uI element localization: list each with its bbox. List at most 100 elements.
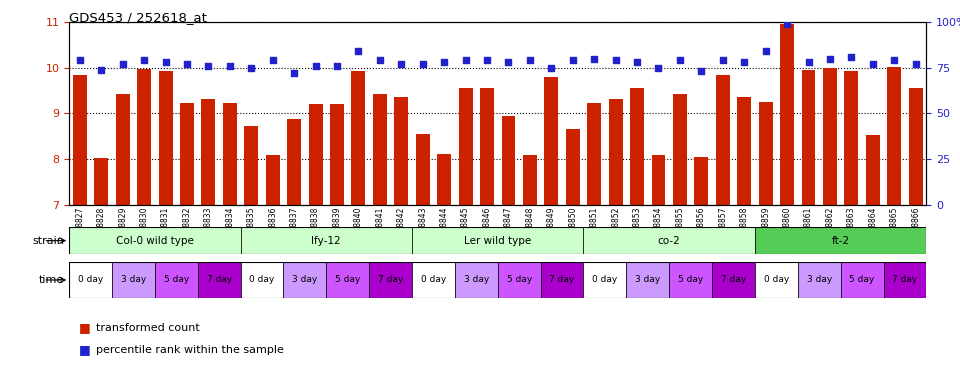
Point bbox=[286, 70, 301, 76]
Point bbox=[479, 57, 494, 63]
Point bbox=[415, 61, 430, 67]
Bar bbox=[241, 227, 412, 254]
Point bbox=[350, 48, 366, 54]
Bar bbox=[180, 103, 194, 205]
Bar bbox=[909, 88, 923, 205]
Text: ft-2: ft-2 bbox=[831, 236, 850, 246]
Bar bbox=[395, 97, 408, 205]
Bar bbox=[716, 75, 730, 205]
Bar bbox=[669, 262, 712, 298]
Text: 3 day: 3 day bbox=[292, 276, 318, 284]
Point bbox=[222, 63, 237, 69]
Bar bbox=[69, 227, 241, 254]
Bar bbox=[780, 24, 794, 205]
Bar bbox=[523, 155, 537, 205]
Point bbox=[308, 63, 324, 69]
Point bbox=[458, 57, 473, 63]
Text: 7 day: 7 day bbox=[378, 276, 403, 284]
Bar bbox=[241, 262, 283, 298]
Bar bbox=[223, 103, 237, 205]
Bar bbox=[94, 158, 108, 205]
Bar bbox=[737, 97, 751, 205]
Bar bbox=[266, 155, 279, 205]
Text: 0 day: 0 day bbox=[592, 276, 617, 284]
Point bbox=[908, 61, 924, 67]
Bar bbox=[459, 88, 472, 205]
Bar bbox=[887, 67, 901, 205]
Bar bbox=[202, 99, 215, 205]
Bar bbox=[480, 88, 494, 205]
Bar bbox=[498, 262, 540, 298]
Point bbox=[93, 67, 108, 72]
Bar bbox=[155, 262, 198, 298]
Text: co-2: co-2 bbox=[658, 236, 681, 246]
Text: 5 day: 5 day bbox=[850, 276, 875, 284]
Point bbox=[758, 48, 774, 54]
Point bbox=[501, 59, 516, 65]
Bar bbox=[283, 262, 326, 298]
Point bbox=[115, 61, 131, 67]
Text: 0 day: 0 day bbox=[420, 276, 446, 284]
Text: GDS453 / 252618_at: GDS453 / 252618_at bbox=[69, 11, 207, 24]
Text: 7 day: 7 day bbox=[893, 276, 918, 284]
Bar bbox=[544, 77, 559, 205]
Bar bbox=[112, 262, 155, 298]
Bar bbox=[540, 262, 584, 298]
Point bbox=[587, 56, 602, 61]
Text: ■: ■ bbox=[79, 343, 90, 356]
Bar bbox=[116, 94, 130, 205]
Bar bbox=[712, 262, 755, 298]
Bar bbox=[841, 262, 883, 298]
Bar bbox=[694, 157, 708, 205]
Text: 3 day: 3 day bbox=[121, 276, 146, 284]
Point bbox=[608, 57, 623, 63]
Text: 3 day: 3 day bbox=[806, 276, 832, 284]
Bar bbox=[755, 262, 798, 298]
Point bbox=[394, 61, 409, 67]
Point bbox=[244, 65, 259, 71]
Text: 5 day: 5 day bbox=[678, 276, 704, 284]
Text: 7 day: 7 day bbox=[721, 276, 746, 284]
Bar bbox=[73, 75, 86, 205]
Bar bbox=[565, 130, 580, 205]
Bar bbox=[588, 103, 601, 205]
Bar bbox=[673, 94, 687, 205]
Point bbox=[736, 59, 752, 65]
Point bbox=[630, 59, 645, 65]
Point bbox=[887, 57, 902, 63]
Bar bbox=[802, 70, 815, 205]
Point bbox=[265, 57, 280, 63]
Text: strain: strain bbox=[33, 236, 64, 246]
Bar bbox=[351, 71, 366, 205]
Point bbox=[694, 68, 709, 74]
Bar bbox=[584, 227, 755, 254]
Point bbox=[329, 63, 345, 69]
Bar bbox=[626, 262, 669, 298]
Point bbox=[780, 21, 795, 27]
Text: lfy-12: lfy-12 bbox=[311, 236, 341, 246]
Text: 3 day: 3 day bbox=[464, 276, 489, 284]
Bar bbox=[137, 69, 151, 205]
Text: Ler wild type: Ler wild type bbox=[464, 236, 532, 246]
Bar bbox=[287, 119, 301, 205]
Point bbox=[651, 65, 666, 71]
Point bbox=[157, 59, 173, 65]
Bar bbox=[198, 262, 241, 298]
Bar bbox=[412, 262, 455, 298]
Text: percentile rank within the sample: percentile rank within the sample bbox=[96, 344, 284, 355]
Point bbox=[543, 65, 559, 71]
Point bbox=[372, 57, 388, 63]
Point bbox=[72, 57, 87, 63]
Bar bbox=[69, 262, 112, 298]
Bar bbox=[372, 94, 387, 205]
Text: 5 day: 5 day bbox=[163, 276, 189, 284]
Point bbox=[136, 57, 152, 63]
Text: 0 day: 0 day bbox=[764, 276, 789, 284]
Text: time: time bbox=[39, 275, 64, 285]
Bar bbox=[501, 116, 516, 205]
Bar bbox=[158, 71, 173, 205]
Text: 0 day: 0 day bbox=[78, 276, 103, 284]
Text: ■: ■ bbox=[79, 321, 90, 334]
Text: 5 day: 5 day bbox=[335, 276, 360, 284]
Point bbox=[844, 54, 859, 60]
